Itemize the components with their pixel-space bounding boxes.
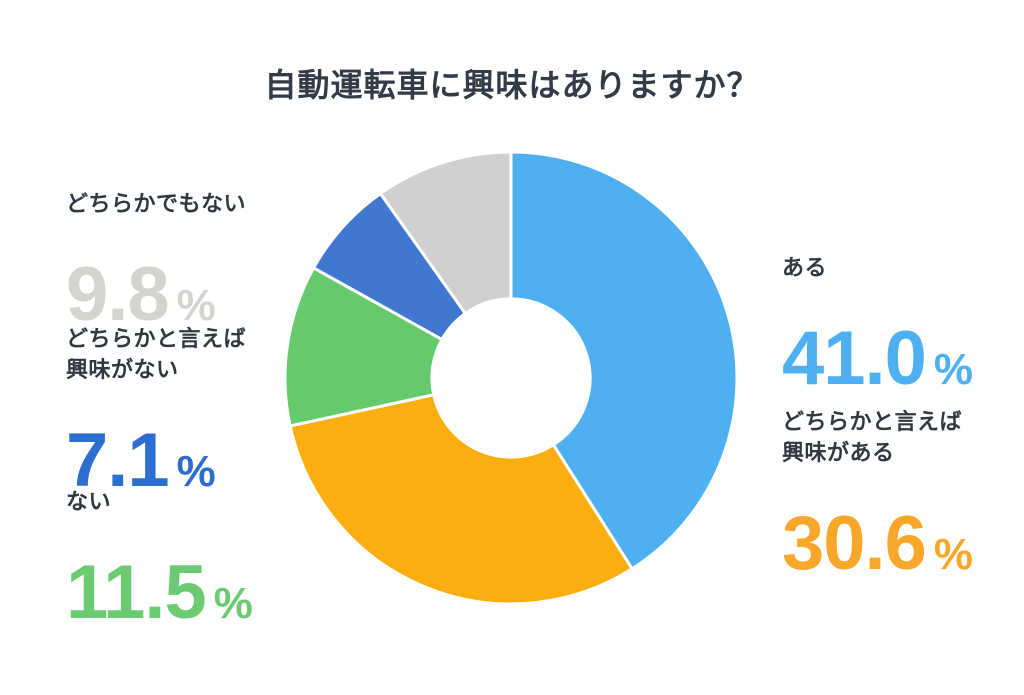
- callout-yes-label: ある: [782, 255, 828, 280]
- callout-neither-value: 9.8%: [66, 252, 216, 338]
- callout-rather-interested: どちらかと言えば 興味がある 30.6%: [782, 388, 973, 600]
- donut-chart: [283, 150, 739, 606]
- pie-slice-3: [283, 266, 444, 428]
- pie-slice-2: [288, 393, 634, 606]
- callout-rather-not-interested-label: どちらかと言えば 興味がない: [66, 326, 247, 383]
- callout-rather-interested-label: どちらかと言えば 興味がある: [782, 409, 963, 466]
- chart-title: 自動運転車に興味はありますか？: [264, 67, 760, 103]
- callout-rather-not-interested-value: 7.1%: [66, 418, 216, 504]
- callout-no-label: ない: [66, 489, 112, 514]
- callout-rather-not-interested: どちらかと言えば 興味がない 7.1%: [66, 305, 246, 517]
- callout-neither: どちらかでもない 9.8%: [66, 170, 246, 351]
- callout-no: ない 11.5%: [66, 468, 253, 649]
- pie-slice-5: [378, 150, 513, 315]
- callout-no-value: 11.5%: [66, 550, 253, 636]
- callout-neither-label: どちらかでもない: [66, 191, 247, 216]
- callout-yes-value: 41.0%: [782, 316, 974, 402]
- donut-chart-area: [283, 150, 739, 606]
- callout-rather-interested-value: 30.6%: [782, 501, 974, 587]
- callout-yes: ある 41.0%: [782, 234, 973, 415]
